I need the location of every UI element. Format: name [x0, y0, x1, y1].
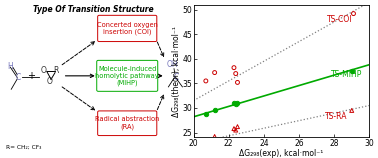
Point: [233, 102, 239, 105]
Point: [349, 109, 355, 112]
Point: [233, 129, 239, 131]
Text: R: R: [53, 66, 59, 75]
Text: C: C: [173, 73, 178, 82]
Text: TS-MIHP: TS-MIHP: [331, 70, 362, 79]
Point: [231, 101, 237, 104]
Point: [212, 135, 218, 138]
FancyBboxPatch shape: [97, 60, 158, 91]
Text: O: O: [41, 66, 47, 75]
Text: Molecule-induced
homolytic pathway
(MIHP): Molecule-induced homolytic pathway (MIHP…: [95, 66, 159, 86]
FancyBboxPatch shape: [98, 111, 157, 136]
Text: TS-RA: TS-RA: [325, 112, 348, 121]
Point: [231, 66, 237, 69]
Point: [212, 71, 218, 74]
Point: [203, 139, 209, 141]
Point: [234, 125, 240, 128]
Point: [203, 80, 209, 82]
Text: C: C: [16, 73, 21, 82]
Text: H: H: [8, 62, 13, 71]
Point: [233, 72, 239, 75]
Point: [234, 81, 240, 84]
Point: [349, 70, 355, 72]
Point: [212, 109, 218, 112]
Point: [350, 12, 356, 15]
Text: +: +: [27, 71, 35, 81]
Text: TS-COI: TS-COI: [327, 15, 353, 24]
Text: OH: OH: [166, 60, 178, 69]
Text: Concerted oxygen
insertion (COI): Concerted oxygen insertion (COI): [97, 22, 158, 35]
X-axis label: ΔG₂₉₈(exp), kcal·mol⁻¹: ΔG₂₉₈(exp), kcal·mol⁻¹: [239, 149, 324, 158]
Text: O: O: [46, 77, 53, 86]
Y-axis label: ΔG₂₉₈(theor), kcal·mol⁻¹: ΔG₂₉₈(theor), kcal·mol⁻¹: [172, 26, 181, 117]
Text: R= CH₂; CF₃: R= CH₂; CF₃: [6, 145, 41, 150]
Point: [203, 113, 209, 115]
Text: Radical abstraction
(RA): Radical abstraction (RA): [95, 116, 160, 130]
Point: [234, 101, 240, 104]
Text: Type Of Transition Structure: Type Of Transition Structure: [33, 5, 154, 14]
FancyBboxPatch shape: [98, 15, 157, 42]
Point: [231, 127, 237, 130]
